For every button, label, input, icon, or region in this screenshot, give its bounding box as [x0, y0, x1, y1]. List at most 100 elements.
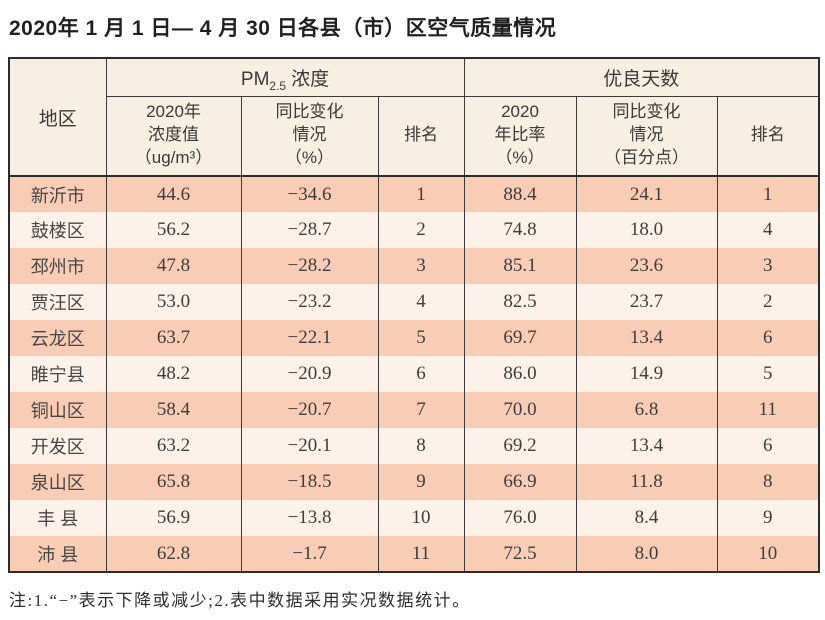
header-gd-rate: 2020 年比率 （%） [463, 96, 577, 176]
page-title: 2020年 1 月 1 日— 4 月 30 日各县（市）区空气质量情况 [9, 17, 557, 40]
cell-pm-rank: 6 [377, 356, 465, 392]
cell-gd-rank: 8 [716, 464, 820, 500]
cell-pm-rank: 10 [377, 500, 465, 536]
cell-region: 铜山区 [8, 392, 107, 428]
cell-pm-rank: 3 [377, 248, 465, 284]
cell-gd-rate: 66.9 [463, 464, 577, 500]
cell-gd-rate: 88.4 [463, 176, 577, 212]
cell-pm-change: −20.9 [240, 356, 379, 392]
cell-gd-change: 13.4 [575, 320, 718, 356]
cell-gd-rate: 69.2 [463, 428, 577, 464]
header-gd-change: 同比变化 情况 （百分点） [575, 96, 718, 176]
cell-pm-value: 63.7 [105, 320, 242, 356]
cell-pm-rank: 4 [377, 284, 465, 320]
header-sub-row: 2020年 浓度值 （ug/m³） 同比变化 情况 （%） 排名 2020 年比… [9, 96, 820, 176]
cell-gd-change: 11.8 [575, 464, 718, 500]
table-header: 地区 PM2.5 浓度 优良天数 2020年 浓度值 （ug/m³） 同比变化 情… [8, 58, 820, 176]
cell-gd-change: 24.1 [575, 176, 718, 212]
cell-pm-change: −20.1 [240, 428, 379, 464]
cell-gd-rate: 86.0 [463, 356, 577, 392]
cell-pm-rank: 5 [377, 320, 465, 356]
table-row: 铜山区 58.4 −20.7 7 70.0 6.8 11 [8, 392, 820, 428]
cell-pm-change: −28.2 [240, 248, 379, 284]
cell-pm-value: 63.2 [105, 428, 242, 464]
cell-gd-rank: 4 [716, 212, 820, 248]
cell-gd-change: 23.6 [575, 248, 718, 284]
cell-gd-change: 18.0 [575, 212, 718, 248]
cell-pm-value: 44.6 [105, 176, 242, 212]
table-body: 新沂市 44.6 −34.6 1 88.4 24.1 1 鼓楼区 56.2 −2… [8, 176, 820, 572]
cell-region: 新沂市 [8, 176, 107, 212]
header-pm-value: 2020年 浓度值 （ug/m³） [105, 96, 242, 176]
air-quality-table: 地区 PM2.5 浓度 优良天数 2020年 浓度值 （ug/m³） 同比变化 情… [8, 57, 821, 573]
cell-gd-rank: 6 [716, 428, 820, 464]
cell-region: 沛 县 [8, 536, 107, 572]
header-region: 地区 [8, 58, 107, 176]
cell-gd-rate: 69.7 [463, 320, 577, 356]
header-pm-rank: 排名 [377, 96, 465, 176]
table-row: 睢宁县 48.2 −20.9 6 86.0 14.9 5 [8, 356, 820, 392]
cell-pm-rank: 9 [377, 464, 465, 500]
cell-pm-value: 58.4 [105, 392, 242, 428]
pm25-label-subscript: 2.5 [269, 78, 287, 93]
cell-gd-change: 14.9 [575, 356, 718, 392]
table-row: 云龙区 63.7 −22.1 5 69.7 13.4 6 [8, 320, 820, 356]
cell-pm-change: −34.6 [240, 176, 379, 212]
cell-pm-change: −23.2 [240, 284, 379, 320]
table-row: 泉山区 65.8 −18.5 9 66.9 11.8 8 [8, 464, 820, 500]
cell-pm-rank: 1 [377, 176, 465, 212]
cell-pm-value: 47.8 [105, 248, 242, 284]
cell-pm-change: −20.7 [240, 392, 379, 428]
cell-pm-value: 62.8 [105, 536, 242, 572]
cell-gd-rank: 11 [716, 392, 820, 428]
cell-gd-rank: 2 [716, 284, 820, 320]
cell-gd-rate: 70.0 [463, 392, 577, 428]
cell-region: 开发区 [8, 428, 107, 464]
header-pm-change: 同比变化 情况 （%） [240, 96, 379, 176]
cell-pm-value: 53.0 [105, 284, 242, 320]
cell-pm-rank: 8 [377, 428, 465, 464]
cell-pm-value: 56.9 [105, 500, 242, 536]
cell-gd-rank: 3 [716, 248, 820, 284]
header-pm25-group: PM2.5 浓度 [105, 58, 465, 97]
cell-gd-rank: 10 [716, 536, 820, 572]
cell-pm-rank: 7 [377, 392, 465, 428]
cell-gd-rate: 72.5 [463, 536, 577, 572]
cell-pm-change: −28.7 [240, 212, 379, 248]
cell-gd-change: 8.4 [575, 500, 718, 536]
cell-gd-rate: 82.5 [463, 284, 577, 320]
cell-pm-value: 48.2 [105, 356, 242, 392]
table-row: 开发区 63.2 −20.1 8 69.2 13.4 6 [8, 428, 820, 464]
pm25-label-prefix: PM [240, 68, 270, 90]
cell-gd-change: 6.8 [575, 392, 718, 428]
cell-region: 邳州市 [8, 248, 107, 284]
table-row: 邳州市 47.8 −28.2 3 85.1 23.6 3 [8, 248, 820, 284]
cell-region: 睢宁县 [8, 356, 107, 392]
header-good-days-group: 优良天数 [463, 58, 820, 97]
cell-gd-rank: 5 [716, 356, 820, 392]
cell-gd-change: 23.7 [575, 284, 718, 320]
table-row: 沛 县 62.8 −1.7 11 72.5 8.0 10 [8, 536, 820, 572]
cell-gd-rank: 9 [716, 500, 820, 536]
cell-pm-change: −1.7 [240, 536, 379, 572]
cell-region: 贾汪区 [8, 284, 107, 320]
cell-gd-rate: 85.1 [463, 248, 577, 284]
cell-gd-rate: 76.0 [463, 500, 577, 536]
cell-region: 泉山区 [8, 464, 107, 500]
cell-region: 丰 县 [8, 500, 107, 536]
header-group-row: 地区 PM2.5 浓度 优良天数 [8, 58, 820, 176]
table-row: 新沂市 44.6 −34.6 1 88.4 24.1 1 [8, 176, 820, 212]
cell-region: 鼓楼区 [8, 212, 107, 248]
cell-pm-value: 65.8 [105, 464, 242, 500]
header-gd-rank: 排名 [716, 96, 820, 176]
cell-pm-rank: 2 [377, 212, 465, 248]
cell-region: 云龙区 [8, 320, 107, 356]
cell-gd-change: 13.4 [575, 428, 718, 464]
cell-pm-change: −13.8 [240, 500, 379, 536]
cell-gd-rank: 1 [716, 176, 820, 212]
cell-gd-rank: 6 [716, 320, 820, 356]
cell-pm-change: −18.5 [240, 464, 379, 500]
table-row: 丰 县 56.9 −13.8 10 76.0 8.4 9 [8, 500, 820, 536]
table-row: 贾汪区 53.0 −23.2 4 82.5 23.7 2 [8, 284, 820, 320]
